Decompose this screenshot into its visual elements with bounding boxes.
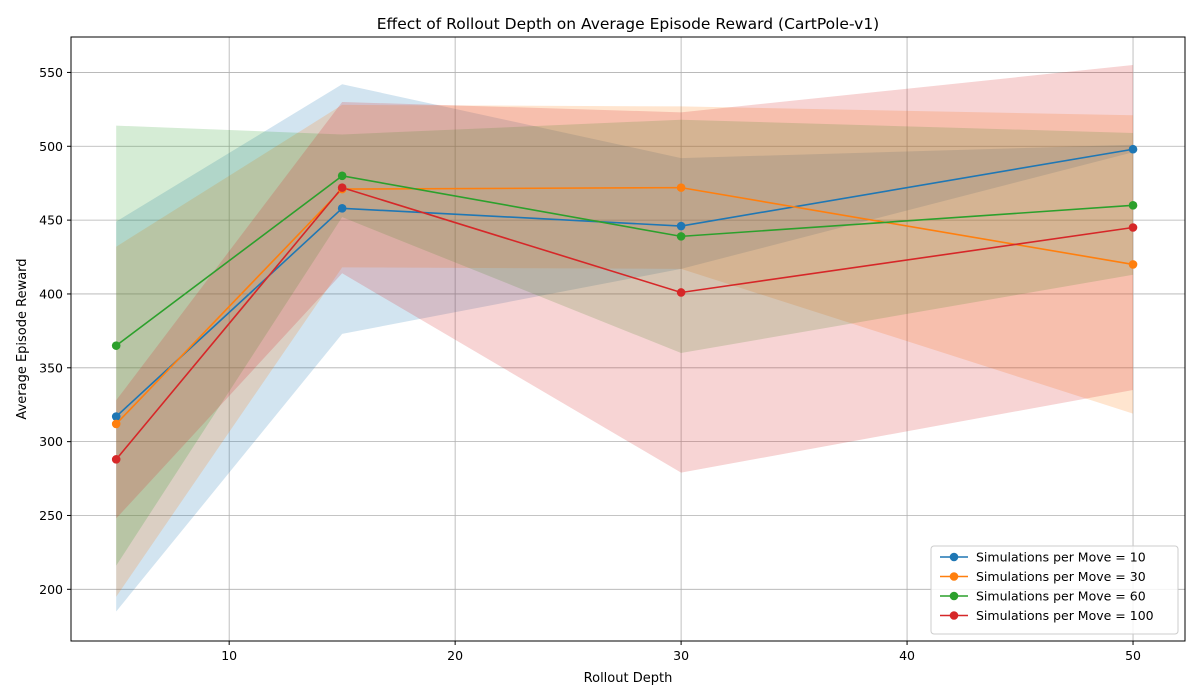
y-tick-label: 350 — [39, 360, 63, 375]
plot-frame — [70, 36, 1186, 642]
confidence-band-3 — [116, 119, 1134, 566]
y-tick-label: 400 — [39, 286, 63, 301]
data-point — [111, 341, 121, 350]
data-point — [676, 232, 686, 241]
data-point — [676, 221, 686, 231]
x-axis-title: Rollout Depth — [584, 671, 673, 686]
legend-marker — [949, 552, 959, 562]
data-point — [1128, 260, 1138, 269]
x-tick-label: 10 — [221, 648, 237, 663]
legend-label: Simulations per Move = 10 — [976, 550, 1146, 565]
confidence-band-1 — [116, 84, 1134, 612]
series-line-1 — [115, 148, 1134, 418]
data-point — [1128, 144, 1138, 154]
data-point — [111, 419, 121, 429]
confidence-band-2 — [116, 104, 1134, 597]
x-tick-label: 40 — [899, 648, 915, 663]
data-point — [676, 288, 686, 297]
series-points — [111, 144, 1138, 464]
y-tick-label: 200 — [39, 582, 63, 597]
series-line-3 — [115, 174, 1134, 347]
legend-box — [930, 545, 1179, 635]
confidence-bands — [116, 65, 1134, 612]
x-tick-label: 30 — [673, 648, 689, 663]
legend-label: Simulations per Move = 60 — [976, 589, 1146, 604]
legend-label: Simulations per Move = 30 — [976, 569, 1146, 584]
data-point — [111, 455, 121, 464]
data-point — [1128, 201, 1138, 210]
legend-marker — [949, 591, 959, 601]
series-line-2 — [115, 186, 1134, 425]
data-point — [337, 204, 347, 213]
data-point — [676, 183, 686, 192]
data-point — [337, 183, 347, 192]
y-axis-ticks: 200 250 300 350 400 450 500 550 — [39, 65, 71, 597]
legend-marker — [949, 572, 959, 581]
legend-label: Simulations per Move = 100 — [976, 608, 1154, 623]
y-tick-label: 450 — [39, 213, 63, 228]
legend-marker — [949, 611, 959, 620]
x-axis-ticks: 10 20 30 40 50 — [221, 641, 1141, 663]
legend: Simulations per Move = 10 Simulations per… — [930, 545, 1179, 635]
grid — [71, 37, 1185, 641]
series-line-4 — [115, 186, 1134, 460]
x-tick-label: 50 — [1125, 648, 1141, 663]
y-tick-label: 500 — [39, 139, 63, 154]
x-tick-label: 20 — [447, 648, 463, 663]
chart-title: Effect of Rollout Depth on Average Episo… — [377, 15, 879, 33]
y-tick-label: 550 — [39, 65, 63, 80]
data-point — [1128, 223, 1138, 232]
y-tick-label: 250 — [39, 508, 63, 523]
data-point — [111, 412, 121, 421]
data-point — [337, 171, 347, 181]
confidence-band-4 — [116, 65, 1134, 519]
series-lines — [115, 148, 1134, 460]
y-tick-label: 300 — [39, 434, 63, 449]
y-axis-title: Average Episode Reward — [15, 258, 30, 419]
